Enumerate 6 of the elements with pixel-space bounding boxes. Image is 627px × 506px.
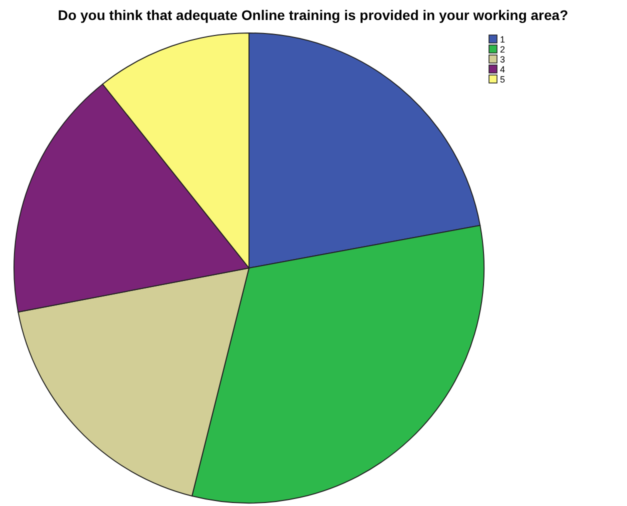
legend-label: 4 <box>500 64 506 74</box>
legend-label: 2 <box>500 44 506 54</box>
chart-title: Do you think that adequate Online training is provided in your working area? <box>58 7 568 23</box>
legend-label: 3 <box>500 54 506 64</box>
legend-label: 1 <box>500 34 506 44</box>
legend-label: 5 <box>500 74 506 84</box>
